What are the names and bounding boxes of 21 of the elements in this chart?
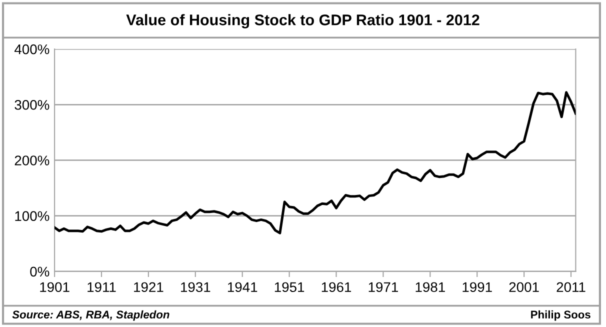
x-tick-label: 2011: [556, 282, 586, 292]
x-tick-label: 1971: [368, 282, 398, 292]
x-tick-label: 1981: [416, 282, 445, 292]
x-tick-label: 1931: [181, 282, 210, 292]
x-tick-label: 1901: [40, 282, 70, 292]
text: Philip Soos: [531, 310, 590, 321]
chart-title: Value of Housing Stock to GDP Ratio 1901 - 2012: [126, 14, 480, 28]
y-tick-label: 300%: [14, 100, 50, 110]
x-tick-label: 2001: [509, 282, 539, 292]
x-tick-label: 1911: [88, 282, 116, 292]
x-tick-label: 1941: [228, 282, 258, 292]
x-tick-label: 1921: [134, 282, 164, 292]
y-tick-label: 400%: [14, 44, 50, 54]
x-tick-label: 1991: [462, 282, 492, 292]
source-note: Source: ABS, RBA, Stapledon: [12, 310, 170, 321]
line-series: [54, 91, 576, 234]
x-tick-label: 1961: [322, 282, 352, 292]
y-tick-label: 100%: [15, 211, 50, 221]
y-tick-label: 0%: [30, 266, 50, 277]
x-tick-label: 1951: [274, 282, 304, 292]
y-tick-label: 200%: [14, 156, 50, 166]
